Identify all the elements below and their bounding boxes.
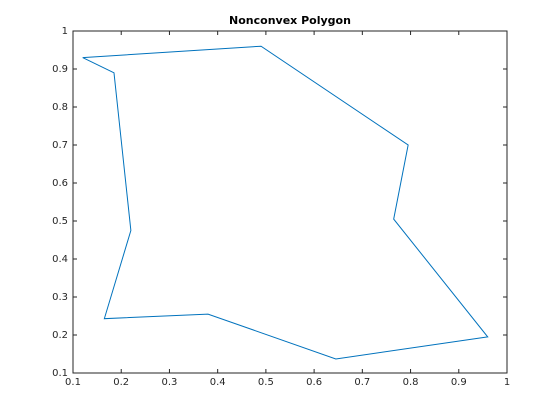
y-tick-label: 0.6 <box>52 178 68 189</box>
x-tick-label: 0.1 <box>65 377 81 388</box>
x-tick-label: 0.5 <box>258 377 274 388</box>
x-tick-label: 0.2 <box>113 377 129 388</box>
y-tick-label: 0.5 <box>52 216 68 227</box>
y-tick-label: 0.3 <box>52 292 68 303</box>
y-tick-label: 0.8 <box>52 102 68 113</box>
y-tick-label: 0.7 <box>52 140 68 151</box>
y-tick-label: 0.1 <box>52 368 68 379</box>
x-tick-label: 0.7 <box>354 377 370 388</box>
axes-box <box>72 30 508 374</box>
x-tick-label: 0.3 <box>161 377 177 388</box>
y-tick-label: 0.2 <box>52 330 68 341</box>
y-tick-label: 0.9 <box>52 64 68 75</box>
y-tick-label: 0.4 <box>52 254 68 265</box>
x-tick-label: 0.8 <box>403 377 419 388</box>
y-tick-label: 1 <box>62 26 68 37</box>
chart-title: Nonconvex Polygon <box>229 14 351 27</box>
x-tick-label: 1 <box>504 377 510 388</box>
x-tick-label: 0.4 <box>210 377 226 388</box>
x-tick-label: 0.6 <box>306 377 322 388</box>
line-series <box>82 45 489 360</box>
x-tick-label: 0.9 <box>451 377 467 388</box>
